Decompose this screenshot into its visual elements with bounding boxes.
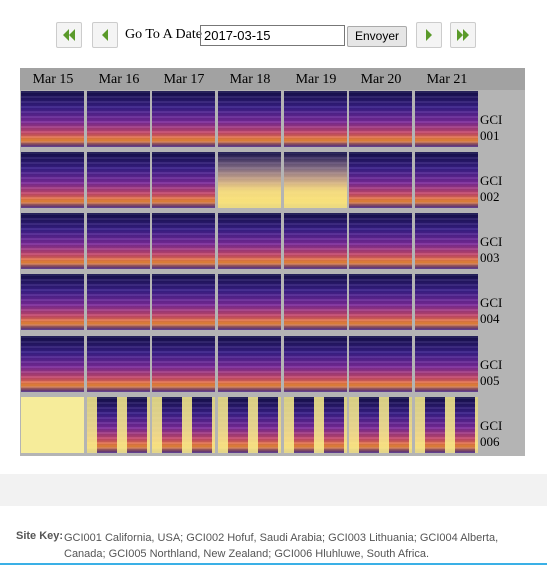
spectrogram-cell: [415, 397, 478, 453]
grid-header: Mar 15 Mar 16 Mar 17 Mar 18 Mar 19 Mar 20 Mar …: [20, 68, 525, 90]
site-key-text: GCI001 California, USA; GCI002 Hofuf, Sa…: [64, 532, 499, 560]
footer-band: [0, 474, 547, 506]
row-label: GCI 006: [480, 418, 503, 449]
spectrogram-cell: [349, 152, 412, 208]
spectrogram-cell: [21, 213, 84, 269]
bottom-border: [0, 563, 547, 565]
spectrogram-cell: [349, 397, 412, 453]
column-label: Mar 21: [426, 72, 468, 87]
row-label: GCI 002: [480, 173, 503, 204]
spectrogram-cell: [87, 91, 150, 147]
spectrogram-cell: [21, 91, 84, 147]
spectrogram-cell: [284, 91, 347, 147]
spectrogram-cell: [152, 336, 215, 392]
column-label: Mar 16: [98, 72, 140, 87]
spectrogram-cell: [87, 336, 150, 392]
spectrogram-cell: [349, 213, 412, 269]
spectrogram-cell: [284, 397, 347, 453]
column-label: Mar 17: [163, 72, 205, 87]
last-button[interactable]: [450, 22, 476, 48]
spectrogram-cell: [218, 336, 281, 392]
spectrogram-cell: [284, 213, 347, 269]
spectrogram-cell: [152, 91, 215, 147]
spectrogram-cell: [349, 91, 412, 147]
spectrogram-cell: [21, 152, 84, 208]
spectrogram-cell: [218, 152, 281, 208]
spectrogram-cell: [218, 91, 281, 147]
spectrogram-cell: [349, 274, 412, 330]
row-label: GCI 004: [480, 295, 503, 326]
spectrogram-cell: [21, 274, 84, 330]
spectrogram-cell: [87, 152, 150, 208]
spectrogram-cell: [218, 274, 281, 330]
row-label: GCI 003: [480, 234, 503, 265]
next-button[interactable]: [416, 22, 442, 48]
spectrogram-cell: [21, 397, 84, 453]
spectrogram-cell: [87, 213, 150, 269]
spectrogram-cell: [152, 213, 215, 269]
spectrogram-cell: [284, 152, 347, 208]
site-key-label: Site Key:: [16, 530, 64, 542]
column-label: Mar 15: [32, 72, 74, 87]
prev-button[interactable]: [92, 22, 118, 48]
spectrogram-cell: [152, 397, 215, 453]
spectrogram-cell: [87, 397, 150, 453]
column-label: Mar 19: [295, 72, 337, 87]
column-label: Mar 18: [229, 72, 271, 87]
spectrogram-grid: Mar 15 Mar 16 Mar 17 Mar 18 Mar 19 Mar 20 Mar …: [20, 68, 525, 456]
spectrogram-cell: [87, 274, 150, 330]
spectrogram-cell: [152, 152, 215, 208]
spectrogram-cell: [415, 274, 478, 330]
spectrogram-cell: [415, 213, 478, 269]
spectrogram-cell: [415, 152, 478, 208]
submit-button[interactable]: Envoyer: [347, 26, 407, 47]
first-button[interactable]: [56, 22, 82, 48]
spectrogram-cell: [415, 336, 478, 392]
column-label: Mar 20: [360, 72, 402, 87]
spectrogram-cell: [21, 336, 84, 392]
date-label: Go To A Date: [125, 27, 202, 42]
row-label: GCI 001: [480, 112, 503, 143]
spectrogram-cell: [284, 336, 347, 392]
row-label: GCI 005: [480, 357, 503, 388]
spectrogram-cell: [349, 336, 412, 392]
spectrogram-cell: [218, 213, 281, 269]
spectrogram-cell: [218, 397, 281, 453]
date-input[interactable]: 2017-03-15: [200, 25, 345, 46]
spectrogram-cell: [284, 274, 347, 330]
spectrogram-cell: [152, 274, 215, 330]
spectrogram-cell: [415, 91, 478, 147]
